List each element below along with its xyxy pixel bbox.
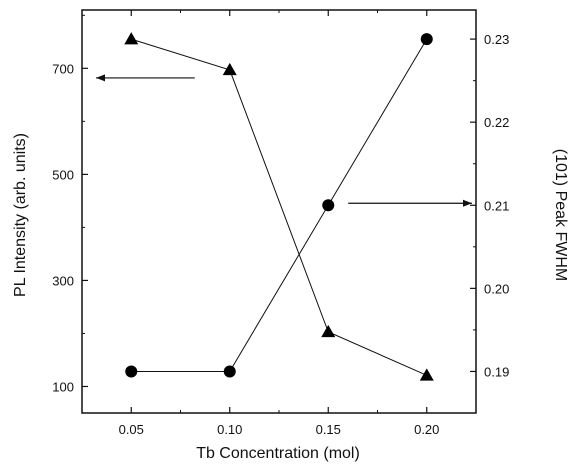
y-left-tick-label: 100 bbox=[52, 379, 74, 394]
y-axis-right-label: (101) Peak FWHM bbox=[552, 149, 569, 281]
series-line-pl-intensity bbox=[131, 38, 427, 376]
y-right-tick-label: 0.20 bbox=[484, 281, 509, 296]
arrowhead bbox=[96, 74, 105, 82]
series-lines bbox=[131, 38, 428, 376]
data-point-triangle bbox=[222, 62, 237, 76]
annotation-arrows bbox=[96, 74, 472, 207]
series-line-fwhm bbox=[131, 38, 428, 372]
x-tick-label: 0.10 bbox=[217, 422, 242, 437]
x-tick-label: 0.20 bbox=[414, 422, 439, 437]
y-left-tick-label: 500 bbox=[52, 167, 74, 182]
plot-frame bbox=[81, 9, 477, 414]
data-point-triangle bbox=[321, 324, 336, 338]
data-point-circle bbox=[223, 365, 236, 378]
x-tick-label: 0.15 bbox=[316, 422, 341, 437]
arrow-to-left-axis bbox=[96, 74, 195, 82]
data-point-circle bbox=[322, 199, 335, 212]
data-point-triangle bbox=[419, 368, 434, 381]
y-right-tick-label: 0.23 bbox=[484, 32, 509, 47]
x-tick-label: 0.05 bbox=[119, 422, 144, 437]
y-right-tick-label: 0.19 bbox=[484, 364, 509, 379]
y-left-tick-label: 300 bbox=[52, 273, 74, 288]
series-markers bbox=[124, 32, 434, 381]
x-axis-label: Tb Concentration (mol) bbox=[196, 445, 360, 462]
y-axis-left-label: PL Intensity (arb. units) bbox=[12, 133, 29, 297]
ticks: 0.05 0.10 0.15 0.20 100 300 500 700 0.19 0.20 0.21… bbox=[52, 10, 509, 437]
data-point-triangle bbox=[124, 32, 139, 45]
data-point-circle bbox=[125, 365, 138, 378]
arrow-to-right-axis bbox=[348, 199, 472, 207]
data-point-circle bbox=[420, 33, 433, 46]
arrowhead bbox=[463, 199, 472, 207]
y-right-tick-label: 0.21 bbox=[484, 198, 509, 213]
y-left-tick-label: 700 bbox=[52, 61, 74, 76]
y-right-tick-label: 0.22 bbox=[484, 115, 509, 130]
